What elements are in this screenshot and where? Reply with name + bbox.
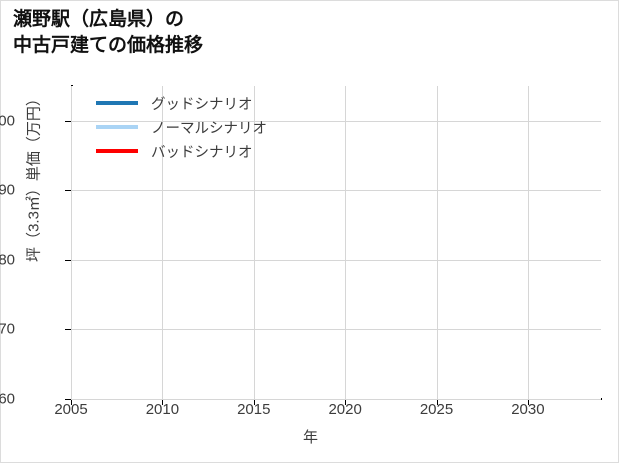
legend-swatch-bad (96, 149, 138, 153)
gridline-vertical (253, 86, 255, 399)
y-tick-mark (65, 399, 71, 400)
y-tick-mark (65, 120, 71, 122)
gridline-vertical (527, 86, 529, 399)
x-tick-mark (436, 400, 438, 405)
gridline-vertical (436, 86, 438, 399)
legend-label-bad: バッドシナリオ (151, 144, 253, 161)
gridline-vertical (345, 86, 347, 399)
legend-swatch-normal (96, 125, 138, 129)
x-axis-label: 年 (302, 429, 318, 446)
x-tick-label: 2030 (511, 401, 545, 418)
y-tick-mark (65, 190, 71, 192)
gridline-horizontal (71, 120, 601, 122)
y-tick-mark (65, 259, 71, 261)
legend-label-normal: ノーマルシナリオ (151, 120, 267, 137)
plot-area (71, 86, 601, 400)
legend-item-good: グッドシナリオ (96, 91, 267, 115)
gridline-horizontal (71, 329, 601, 331)
gridline-horizontal (71, 190, 601, 192)
gridline-horizontal (71, 259, 601, 261)
x-tick-label: 2025 (419, 401, 454, 418)
page-title: 瀬野駅（広島県）の 中古戸建ての価格推移 (13, 9, 204, 57)
gridline-vertical (71, 86, 72, 399)
x-tick-mark (162, 400, 164, 405)
gridline-horizontal (71, 399, 601, 400)
x-tick-mark (253, 400, 255, 405)
x-tick-label: 2020 (328, 401, 362, 418)
y-tick-label: 100 (0, 112, 15, 130)
y-tick-label: 80 (0, 251, 15, 269)
y-tick-mark (65, 329, 71, 331)
x-tick-mark (345, 400, 347, 405)
legend-item-bad: バッドシナリオ (96, 139, 267, 163)
y-tick-label: 70 (0, 320, 15, 338)
y-axis-label: 坪（3.3㎡）単価（万円） (25, 91, 43, 262)
x-tick-label: 2010 (145, 401, 180, 418)
chart-legend: グッドシナリオ ノーマルシナリオ バッドシナリオ (96, 91, 267, 163)
x-tick-mark (71, 400, 72, 405)
x-tick-label: 2005 (54, 401, 88, 418)
y-tick-label: 90 (0, 181, 15, 199)
legend-swatch-good (96, 101, 138, 105)
plot-background (71, 86, 601, 399)
legend-item-normal: ノーマルシナリオ (96, 115, 267, 139)
gridline-vertical (162, 86, 164, 399)
x-tick-label: 2015 (237, 401, 271, 418)
y-tick-label: 60 (0, 390, 15, 408)
legend-label-good: グッドシナリオ (151, 96, 253, 113)
x-tick-mark (527, 400, 529, 405)
